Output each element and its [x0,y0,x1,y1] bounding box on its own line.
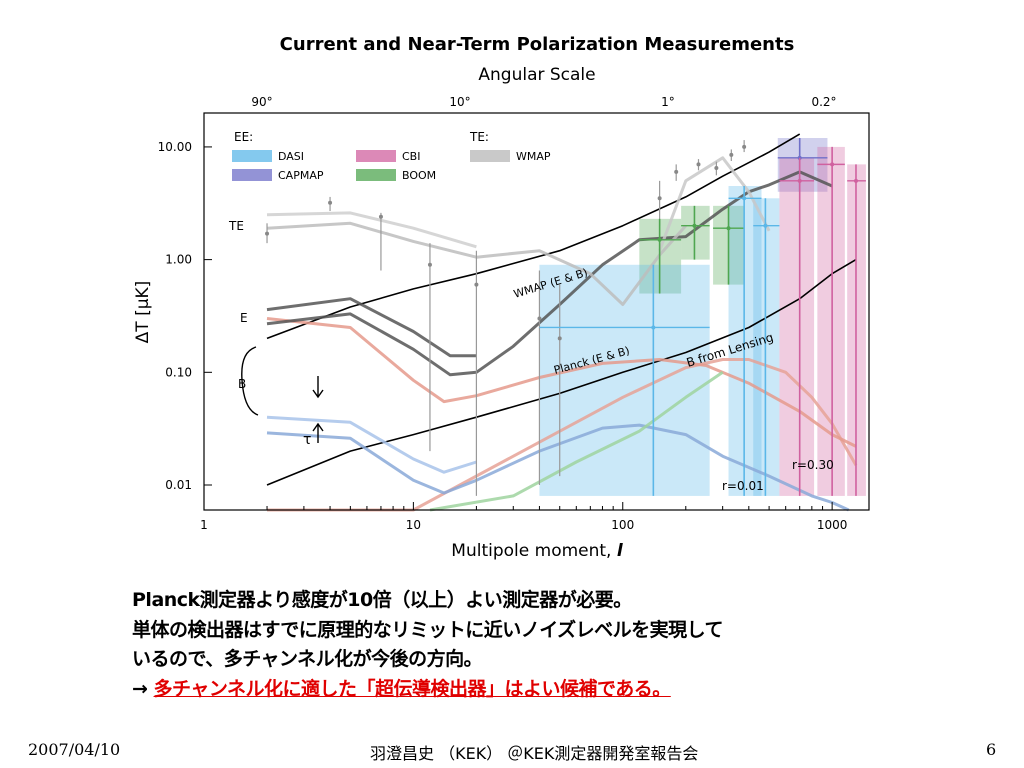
ee-point [742,196,747,201]
series-line [266,133,801,340]
top-axis-label: Angular Scale [478,65,595,85]
polarization-chart: 1 10 100 1000 0.01 0.10 1.00 10.00 Current and … [133,34,870,561]
legend-ee-title: EE: [234,130,253,144]
legend-label-dasi: DASI [278,150,304,163]
label-e: E [240,311,248,325]
series-line [658,156,771,252]
legend-label-wmap: WMAP [516,150,551,163]
note-line-4: → 多チャンネル化に適した「超伝導検出器」はよい候補である。 [132,675,932,705]
ee-band [753,198,780,496]
series-layer [266,133,858,512]
uncertainty-bands [539,138,866,496]
te-point [674,169,679,174]
label-b: B [238,377,246,391]
ee-point [853,178,858,183]
footer-date: 2007/04/10 [28,740,121,759]
ee-point [726,226,731,231]
top-tick-0-2: 0.2° [811,95,836,109]
te-point [657,196,662,201]
series-line [266,258,857,486]
note-line-1: Planck測定器より感度が10倍（以上）よい測定器が必要。 [132,589,632,611]
series-line [429,371,724,512]
axis-ticks: 1 10 100 1000 0.01 0.10 1.00 10.00 [158,140,848,532]
ee-point [830,162,835,167]
legend-label-capmap: CAPMAP [278,169,324,182]
ee-point [797,178,802,183]
x-tick-label: 1 [200,518,208,532]
down-arrow [312,376,324,399]
te-point [729,152,734,157]
ee-point [657,237,662,242]
notes-block: Planck測定器より感度が10倍（以上）よい測定器が必要。 単体の検出器はすで… [132,586,932,704]
series-line [266,423,850,512]
series-line [266,170,833,377]
top-tick-10: 10° [449,95,470,109]
legend-swatch-boom [356,169,396,181]
plot-frame [203,112,870,511]
ee-band [779,157,815,496]
legend-te-title: TE: [469,130,489,144]
series-line [266,221,687,306]
legend-swatch-wmap [470,150,510,162]
legend-swatch-cbi [356,150,396,162]
ee-band [681,205,710,260]
y-tick-label: 0.10 [165,365,192,379]
label-r001: r=0.01 [722,479,764,493]
x-tick-label: 10 [406,518,421,532]
series-line [266,297,477,358]
note-line-2: 単体の検出器はすでに原理的なリミットに近いノイズレベルを実現して [132,618,724,641]
te-point [696,162,701,167]
y-tick-label: 10.00 [158,140,192,154]
legend-swatch-capmap [232,169,272,181]
legend-label-boom: BOOM [402,169,436,182]
y-tick-label: 1.00 [165,253,192,267]
arrow-right-icon: → [132,677,148,700]
te-point [427,262,432,267]
footer-title: 羽澄昌史 （KEK） ＠KEK測定器開発室報告会 [370,744,699,763]
ee-band [728,186,762,496]
y-axis-label: ΔT [μK] [133,281,153,344]
ee-point [763,223,768,228]
te-point [265,231,270,236]
y-tick-label: 0.01 [165,478,192,492]
series-line [267,358,858,512]
x-tick-label: 1000 [817,518,848,532]
top-tick-90: 90° [251,95,272,109]
b-brace [241,346,259,416]
note-line-3: いるので、多チャンネル化が今後の方向。 [132,648,483,670]
chart-title: Current and Near-Term Polarization Measu… [280,34,795,55]
ee-band [817,146,845,496]
data-points-layer [265,138,866,496]
note-conclusion: 多チャンネル化に適した「超伝導検出器」はよい候補である。 [153,677,672,700]
te-point [714,166,719,171]
legend-swatch-dasi [232,150,272,162]
label-te: TE [228,219,244,233]
te-point [474,282,479,287]
top-tick-1: 1° [661,95,675,109]
x-tick-label: 100 [611,518,634,532]
ee-point [651,325,656,330]
legend-label-cbi: CBI [402,150,420,163]
te-point [742,144,747,149]
label-tau: τ [303,432,311,448]
up-arrow [312,422,324,443]
series-line [266,415,477,474]
ee-point [692,223,697,228]
te-point [537,316,542,321]
te-point [557,336,562,341]
te-point [328,200,333,205]
label-r030: r=0.30 [792,458,834,472]
series-line [266,211,477,249]
te-point [378,214,383,219]
page-number: 6 [986,740,997,759]
legend: EE: TE: DASI CBI CAPMAP BOOM WMAP [232,130,551,182]
x-axis-label: Multipole moment, l [451,541,624,561]
